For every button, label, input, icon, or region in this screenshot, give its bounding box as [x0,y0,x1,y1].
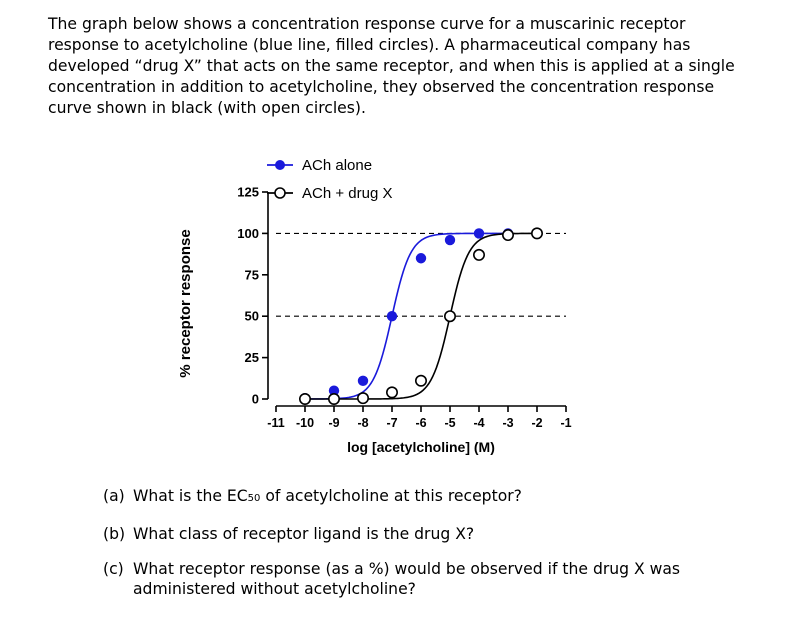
data-point-series-2 [357,392,370,405]
question-b: (b) What class of receptor ligand is the… [103,524,763,544]
data-points [299,227,543,406]
x-tick-label: -3 [502,416,513,430]
curve-series-2 [305,232,538,400]
data-point-series-2 [443,310,456,323]
x-tick-label: -10 [296,416,314,430]
legend: ACh alone ACh + drug X [267,157,392,202]
x-tick-label: -11 [267,416,284,430]
data-point-series-2 [472,248,485,261]
legend-marker-2 [274,187,286,199]
data-point-series-1 [328,385,340,396]
question-a: (a) What is the EC50 of acetylcholine at… [103,486,763,509]
question-a-text-after: of acetylcholine at this receptor? [260,487,522,505]
data-point-series-2 [328,393,341,406]
x-tick-label: -9 [328,416,339,430]
x-tick-label: -1 [560,416,571,430]
y-tick-label: 75 [245,267,259,282]
legend-label-1: ACh alone [302,157,372,174]
y-tick-label: 50 [245,309,259,324]
legend-marker-1 [275,160,285,170]
x-tick-label: -8 [357,416,368,430]
y-tick-label: 100 [237,226,259,241]
x-tick-label: -5 [444,416,455,430]
x-tick-label: -4 [473,416,484,430]
data-point-series-2 [501,229,514,242]
x-tick-label: -2 [531,416,542,430]
question-a-label: (a) [103,487,125,505]
questions: (a) What is the EC50 of acetylcholine at… [103,486,763,599]
question-a-subscript: 50 [247,493,261,504]
intro-paragraph: The graph below shows a concentration re… [48,14,748,119]
x-axis-label: log [acetylcholine] (M) [347,439,495,455]
intro-text: The graph below shows a concentration re… [48,15,735,117]
question-b-label: (b) [103,525,126,543]
data-point-series-1 [444,234,456,246]
question-c: (c) What receptor response (as a %) woul… [103,559,763,599]
data-point-series-2 [415,374,428,387]
question-b-text: What class of receptor ligand is the dru… [133,525,475,543]
data-point-series-1 [357,375,369,386]
question-a-text-before: What is the EC [133,487,248,505]
y-tick-label: 0 [252,392,259,407]
x-tick-label: -7 [386,416,397,430]
y-tick-label: 25 [245,350,259,365]
concentration-response-chart: 0 25 50 75 100 125 -11 -10 -9 -8 -7 -6 -5 -4 -3 -2 -1 log… [177,157,572,456]
data-point-series-2 [299,393,312,406]
y-axis-label: % receptor response [177,229,194,377]
question-c-label: (c) [103,560,124,578]
axes: 0 25 50 75 100 125 -11 -10 -9 -8 -7 -6 -5 -4 -3 -2 -1 log… [177,185,572,456]
data-point-series-1 [386,311,398,322]
y-tick-label: 125 [237,185,259,200]
data-point-series-1 [415,253,427,264]
question-c-text: What receptor response (as a %) would be… [133,560,681,598]
data-point-series-2 [530,227,543,240]
x-tick-label: -6 [415,416,426,430]
data-point-series-2 [386,386,399,399]
legend-label-2: ACh + drug X [302,185,392,202]
data-point-series-1 [473,228,485,239]
reference-lines [276,232,566,317]
